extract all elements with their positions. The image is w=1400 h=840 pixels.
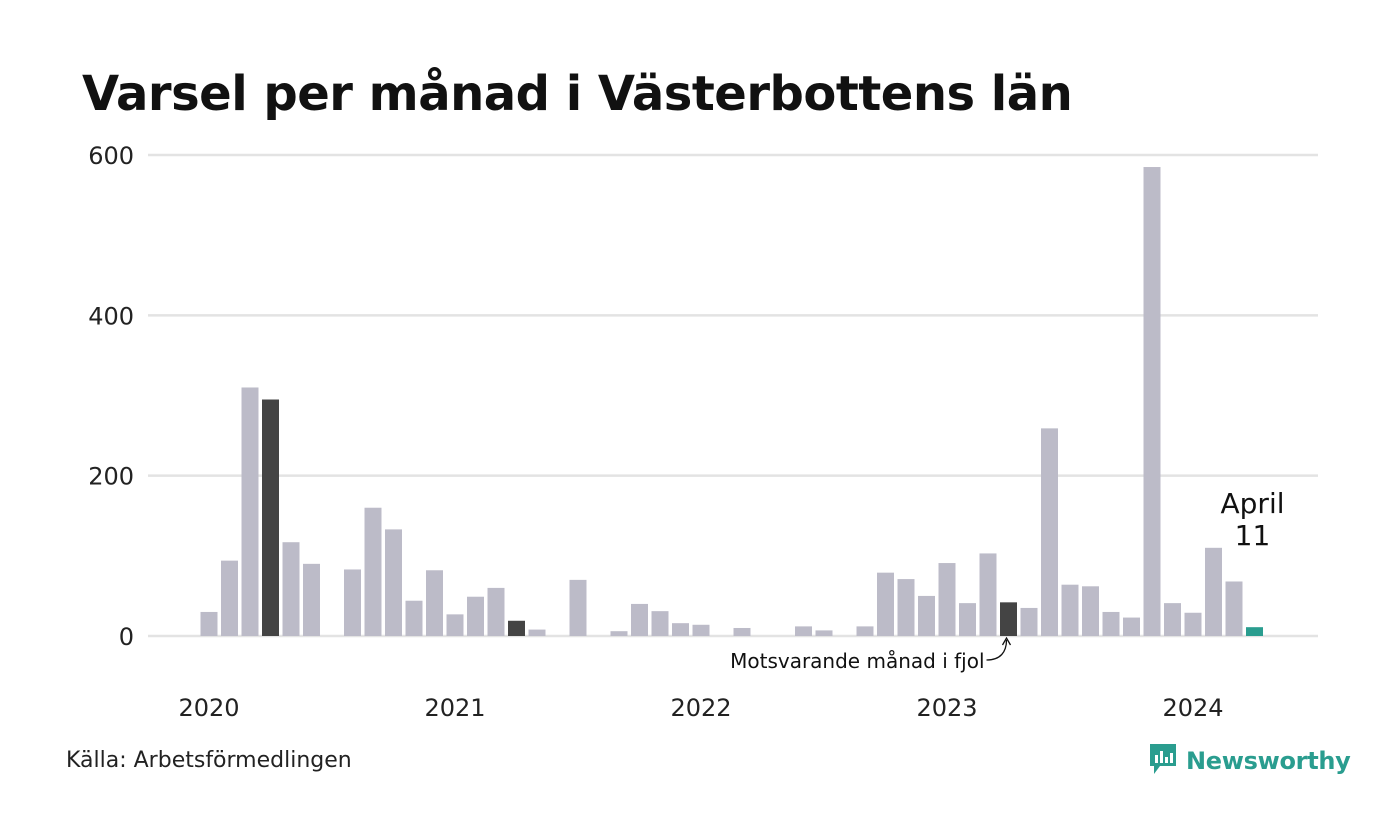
bar: 2020-01: 30 (200, 611, 218, 636)
last-year-annotation: Motsvarande månad i fjol (730, 649, 984, 673)
bar: 2021-11: 31 (651, 611, 669, 636)
bar: 2022-03: 10 (733, 627, 751, 636)
current-month-label: April (1221, 487, 1285, 520)
bar: 2021-01: 27 (446, 614, 464, 636)
bar: 2024-01: 29 (1184, 612, 1202, 636)
bar: 2023-07: 64 (1061, 584, 1079, 636)
x-tick-label: 2020 (178, 694, 239, 722)
bar: 2023-01: 91 (938, 563, 956, 636)
bar: 2021-12: 16 (672, 623, 689, 636)
bar: 2021-07: 70 (569, 579, 587, 636)
bar: 2023-05: 35 (1020, 607, 1038, 636)
bar: 2023-02: 41 (959, 603, 976, 636)
bar: 2023-06: 259 (1041, 428, 1058, 636)
annotation-arrow (986, 639, 1008, 661)
x-tick-label: 2024 (1162, 694, 1223, 722)
brand-name: Newsworthy (1186, 747, 1351, 775)
bar: 2020-06: 90 (303, 563, 320, 636)
bar: 2023-11: 585 (1143, 167, 1161, 636)
bar: 2020-10: 133 (385, 529, 402, 636)
chart-title: Varsel per månad i Västerbottens län (82, 66, 1073, 122)
x-tick-label: 2023 (916, 694, 977, 722)
bar: 2020-09: 160 (364, 507, 382, 636)
bar: 2022-07: 7 (815, 630, 833, 636)
axis-labels: 0 200 400 600 2020 2021 2022 2023 2024 (88, 142, 1223, 722)
bar: 2022-12: 50 (918, 595, 935, 636)
bar: 2022-09: 12 (856, 626, 874, 636)
bar: 2023-09: 30 (1102, 611, 1120, 636)
bars: 2020-01: 302020-02: 942020-03: 3102020-0… (200, 167, 1263, 636)
bar: 2020-08: 83 (344, 569, 361, 636)
bar: 2021-09: 6 (610, 631, 628, 636)
annotation-arrowhead (1001, 636, 1012, 646)
bar: 2020-05: 117 (282, 542, 300, 636)
bar: 2020-04: 295 (262, 399, 279, 636)
brand-logo[interactable]: Newsworthy (1148, 742, 1351, 780)
bar: 2023-10: 23 (1123, 617, 1140, 636)
bar: 2022-06: 12 (795, 626, 812, 636)
bar: 2023-04: 42 (1000, 602, 1017, 636)
bar: 2020-12: 82 (426, 570, 443, 636)
y-tick-label: 600 (88, 142, 134, 170)
bar: 2021-05: 8 (528, 629, 546, 636)
bar: 2022-10: 79 (877, 572, 894, 636)
grid-lines (148, 153, 1318, 638)
bar: 2021-04: 19 (508, 620, 525, 636)
newsworthy-logo-icon (1148, 742, 1178, 780)
bar: 2023-12: 41 (1164, 603, 1181, 636)
y-tick-label: 0 (119, 623, 134, 651)
y-tick-label: 200 (88, 463, 134, 491)
bar: 2021-02: 49 (467, 596, 484, 636)
bar-chart: 2020-01: 302020-02: 942020-03: 3102020-0… (88, 142, 1318, 722)
bar: 2020-11: 44 (405, 600, 423, 636)
bar: 2022-01: 14 (692, 624, 710, 636)
bar: 2023-08: 62 (1082, 586, 1099, 636)
bar: 2024-04: 11 (1246, 627, 1263, 636)
bar: 2020-03: 310 (241, 387, 259, 636)
x-tick-label: 2021 (424, 694, 485, 722)
bar: 2022-11: 71 (897, 579, 915, 636)
bar: 2021-10: 40 (631, 603, 648, 636)
x-tick-label: 2022 (670, 694, 731, 722)
bar: 2024-03: 68 (1225, 581, 1243, 636)
bar: 2023-03: 103 (979, 553, 997, 636)
y-tick-label: 400 (88, 302, 134, 330)
source-note: Källa: Arbetsförmedlingen (66, 748, 352, 773)
bar: 2024-02: 110 (1205, 547, 1222, 636)
bar: 2020-02: 94 (221, 560, 238, 636)
bar: 2021-03: 60 (487, 587, 505, 636)
current-value-label: 11 (1235, 519, 1271, 552)
